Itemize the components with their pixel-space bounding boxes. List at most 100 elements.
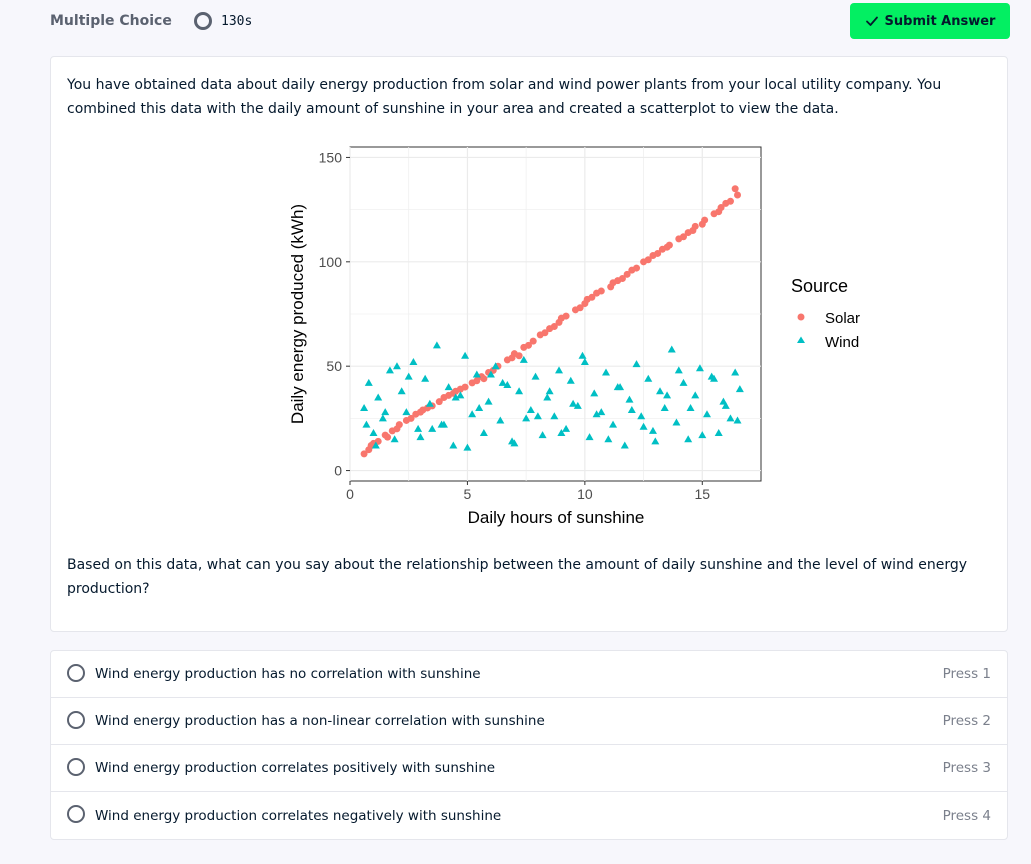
solar-point (407, 414, 415, 422)
option-1[interactable]: Wind energy production has no correlatio… (51, 651, 1007, 698)
wind-point (592, 410, 601, 418)
wind-point (674, 366, 683, 374)
wind-point (491, 362, 500, 370)
y-tick-label: 0 (334, 463, 342, 479)
solar-point (416, 408, 424, 416)
wind-point (667, 345, 676, 353)
wind-point (402, 408, 411, 416)
wind-point (731, 368, 740, 376)
solar-point (515, 352, 523, 360)
wind-point (627, 406, 636, 414)
wind-point (660, 403, 669, 411)
wind-point (364, 378, 373, 386)
solar-point (557, 314, 565, 322)
x-axis-label: Daily hours of sunshine (468, 508, 645, 527)
wind-point (484, 397, 493, 405)
wind-point (562, 424, 571, 432)
submit-answer-button[interactable]: Submit Answer (850, 3, 1010, 39)
x-tick-label: 5 (464, 486, 472, 502)
option-4[interactable]: Wind energy production correlates negati… (51, 792, 1007, 839)
solar-point (623, 270, 631, 278)
option-3[interactable]: Wind energy production correlates positi… (51, 745, 1007, 792)
question-type-label: Multiple Choice (50, 13, 172, 29)
wind-point (691, 391, 700, 399)
wind-point (569, 399, 578, 407)
wind-point (381, 408, 390, 416)
wind-point (625, 395, 634, 403)
radio-button-icon[interactable] (67, 711, 85, 729)
timer-value: 130s (221, 13, 253, 29)
radio-button-icon[interactable] (67, 664, 85, 682)
solar-point (628, 266, 636, 274)
wind-point (449, 441, 458, 449)
wind-point (486, 370, 495, 378)
wind-point (597, 408, 606, 416)
solar-point (654, 249, 662, 257)
wind-point (526, 406, 535, 414)
wind-point (371, 441, 380, 449)
solar-point (722, 199, 730, 207)
wind-point (663, 391, 672, 399)
wind-point (632, 360, 641, 368)
solar-point (360, 450, 368, 458)
y-axis-label: Daily energy produced (kWh) (288, 204, 307, 424)
solar-point (440, 394, 448, 401)
x-tick-label: 10 (577, 486, 593, 502)
option-label: Wind energy production correlates negati… (95, 807, 502, 824)
solar-point (529, 337, 537, 345)
wind-point (721, 401, 730, 409)
wind-point (733, 416, 742, 424)
wind-point (644, 374, 653, 382)
wind-point (444, 383, 453, 391)
solar-point (734, 191, 742, 199)
wind-point (620, 441, 629, 449)
wind-point (414, 424, 423, 432)
y-tick-label: 50 (326, 358, 342, 374)
question-text: Based on this data, what can you say abo… (67, 557, 968, 597)
option-2[interactable]: Wind energy production has a non-linear … (51, 698, 1007, 745)
wind-point (390, 435, 399, 443)
option-label: Wind energy production has no correlatio… (95, 666, 481, 682)
wind-point (679, 378, 688, 386)
solar-point (480, 375, 488, 383)
wind-point (686, 403, 695, 411)
option-shortcut: Press 1 (942, 666, 991, 682)
solar-point (618, 275, 626, 283)
top-bar: Multiple Choice 130s Submit Answer (0, 0, 1031, 44)
option-shortcut: Press 3 (942, 760, 991, 776)
wind-point (404, 372, 413, 380)
wind-point (385, 366, 394, 374)
solar-point (715, 208, 723, 216)
wind-point (609, 420, 618, 428)
wind-point (695, 364, 704, 372)
x-tick-label: 15 (694, 486, 710, 502)
solar-point (541, 329, 549, 337)
solar-point (508, 354, 516, 362)
wind-point (456, 391, 465, 399)
radio-button-icon[interactable] (67, 805, 85, 823)
chart-legend: Source Solar Wind (791, 276, 860, 351)
solar-point (698, 220, 706, 228)
wind-point (604, 435, 613, 443)
solar-point (679, 233, 687, 241)
wind-point (479, 428, 488, 436)
radio-button-icon[interactable] (67, 758, 85, 776)
question-prompt: You have obtained data about daily energ… (67, 77, 942, 117)
wind-point (374, 393, 383, 401)
wind-point (710, 374, 719, 382)
legend-wind-marker (797, 336, 805, 343)
wind-point (557, 428, 566, 436)
wind-point (461, 351, 470, 359)
wind-point (735, 385, 744, 393)
wind-point (496, 416, 505, 424)
wind-point (475, 403, 484, 411)
wind-point (432, 341, 441, 349)
option-label: Wind energy production correlates positi… (95, 760, 496, 776)
wind-point (616, 383, 625, 391)
solar-point (644, 256, 652, 264)
solar-point (663, 243, 671, 251)
legend-wind-label: Wind (825, 334, 859, 351)
solar-point (583, 295, 591, 303)
solar-point (365, 446, 373, 454)
